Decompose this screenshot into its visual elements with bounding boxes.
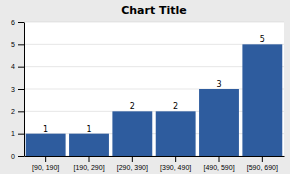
x-tick-label: [290, 390]: [117, 164, 148, 172]
y-tick-label: 6: [11, 19, 15, 26]
y-tick: 2: [11, 108, 24, 115]
x-tick-mark: [45, 156, 46, 162]
y-tick-mark: [18, 134, 24, 135]
bar: [112, 111, 152, 156]
x-tick-label: [590, 690]: [247, 164, 278, 172]
x-tick-mark: [175, 156, 176, 162]
data-label: 1: [86, 125, 91, 134]
y-tick: 0: [11, 153, 24, 160]
y-tick-label: 4: [11, 63, 15, 70]
title: Chart Title: [121, 4, 187, 17]
data-label: 2: [173, 102, 178, 111]
x-tick: [490, 590]: [203, 156, 234, 172]
x-tick-label: [190, 290]: [73, 164, 104, 172]
x-tick-mark: [132, 156, 133, 162]
background: [0, 0, 290, 174]
y-axis: 0 1 2 3 4 5 6: [11, 19, 24, 160]
x-tick: [390, 490]: [160, 156, 191, 172]
grid-line: [24, 22, 284, 23]
y-axis-line: [24, 23, 25, 157]
y-tick: 6: [11, 19, 24, 26]
x-axis-line: [25, 156, 285, 157]
bar: [26, 134, 66, 156]
x-tick: [290, 390]: [117, 156, 148, 172]
x-axis: [90, 190] [190, 290] [290, 390] [390, 490] […: [25, 156, 285, 172]
bars: [26, 44, 283, 156]
y-tick: 3: [11, 86, 24, 93]
x-tick: [90, 190]: [32, 156, 59, 172]
bar: [156, 111, 196, 156]
y-tick-label: 1: [11, 130, 15, 137]
x-tick-label: [390, 490]: [160, 164, 191, 172]
x-tick-mark: [262, 156, 263, 162]
y-tick-mark: [18, 44, 24, 45]
data-label: 3: [216, 80, 221, 89]
y-tick-label: 3: [11, 86, 15, 93]
y-tick-label: 2: [11, 108, 15, 115]
data-label: 5: [260, 35, 265, 44]
y-tick-mark: [18, 67, 24, 68]
data-labels: 1 1 2 2 3 5: [43, 35, 265, 133]
x-tick: [590, 690]: [247, 156, 278, 172]
x-tick-mark: [219, 156, 220, 162]
x-tick-label: [490, 590]: [203, 164, 234, 172]
y-tick-mark: [18, 22, 24, 23]
bar: [69, 134, 109, 156]
y-tick-label: 0: [11, 153, 15, 160]
x-tick-label: [90, 190]: [32, 164, 59, 172]
y-tick: 5: [11, 41, 24, 48]
y-tick: 4: [11, 63, 24, 70]
y-tick-mark: [18, 89, 24, 90]
grid: [24, 22, 284, 156]
y-tick: 1: [11, 130, 24, 137]
plot-background: [24, 22, 284, 156]
data-label: 2: [130, 102, 135, 111]
bar: [199, 89, 239, 156]
y-tick-label: 5: [11, 41, 15, 48]
plot: 1 1 2 2 3 5 [90, 190] [190, 290] [290, 390] [390,…: [11, 19, 284, 172]
bar: [242, 44, 282, 156]
y-tick-mark: [18, 156, 24, 157]
x-tick: [190, 290]: [73, 156, 104, 172]
x-tick-mark: [89, 156, 90, 162]
y-tick-mark: [18, 111, 24, 112]
chart: 1 1 2 2 3 5 [90, 190] [190, 290] [290, 390] [390,…: [0, 0, 290, 174]
data-label: 1: [43, 125, 48, 134]
